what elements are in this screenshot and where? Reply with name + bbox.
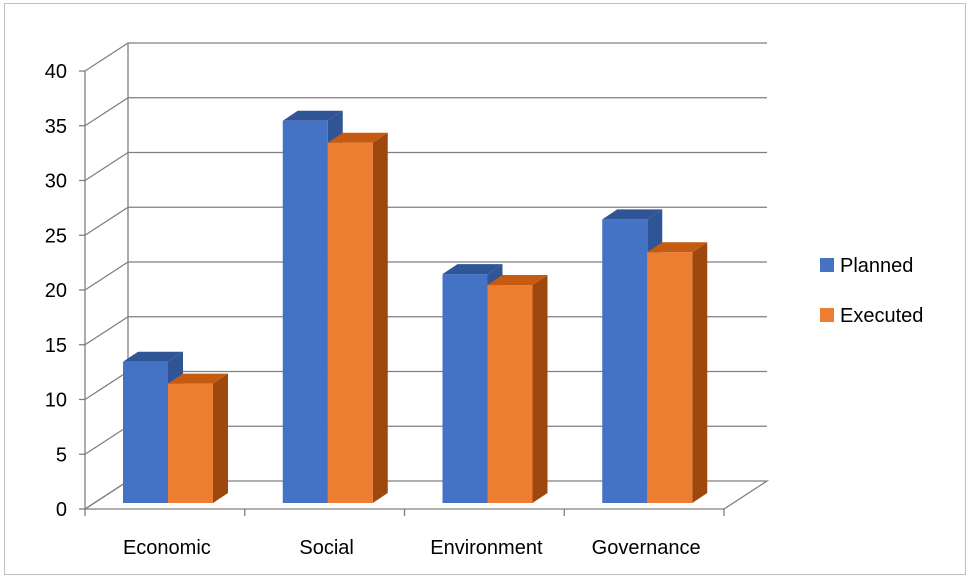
- y-tick-label: 0: [56, 499, 67, 521]
- y-tick-label: 35: [45, 116, 67, 138]
- legend-label: Executed: [840, 305, 923, 327]
- bar-executed-environment: [487, 275, 548, 503]
- x-category-label: Environment: [430, 537, 543, 559]
- x-category-label: Social: [299, 537, 353, 559]
- bar-executed-economic: [168, 373, 228, 503]
- bar-executed-governance: [647, 242, 708, 503]
- bar-executed-social: [327, 132, 388, 503]
- y-tick-label: 10: [45, 390, 67, 412]
- gridline: [84, 97, 767, 127]
- gridline: [84, 151, 767, 182]
- chart-frame: 0 5 10 15 20 25 30 35 40 Economic Social Environme…: [4, 3, 966, 575]
- gridline: [84, 42, 767, 72]
- legend-label: Planned: [840, 255, 913, 277]
- y-tick-label: 5: [56, 444, 67, 466]
- legend-swatch: [820, 308, 834, 322]
- y-tick-label: 30: [45, 171, 67, 193]
- legend-swatch: [820, 258, 834, 272]
- bar-chart: 0 5 10 15 20 25 30 35 40 Economic Social Environme…: [45, 42, 923, 559]
- legend-item-planned: Planned: [820, 255, 913, 277]
- x-category-labels: Economic Social Environment Governance: [123, 537, 701, 559]
- y-tick-labels: 0 5 10 15 20 25 30 35 40: [45, 61, 67, 521]
- legend-item-executed: Executed: [820, 305, 923, 327]
- gridline: [84, 206, 767, 236]
- legend: Planned Executed: [820, 255, 923, 327]
- x-category-label: Economic: [123, 537, 211, 559]
- bars: [123, 110, 708, 504]
- y-tick-label: 20: [45, 280, 67, 302]
- y-tick-label: 15: [45, 335, 67, 357]
- y-tick-label: 25: [45, 225, 67, 247]
- x-category-label: Governance: [592, 537, 701, 559]
- chart-floor: [82, 480, 770, 510]
- y-tick-label: 40: [45, 61, 67, 83]
